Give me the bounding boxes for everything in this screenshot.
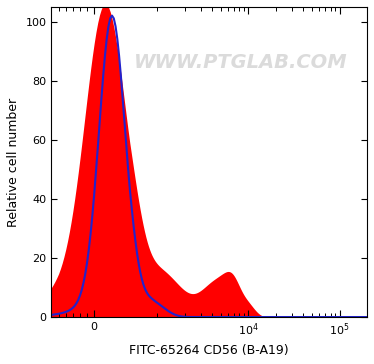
Y-axis label: Relative cell number: Relative cell number xyxy=(7,98,20,226)
Text: WWW.PTGLAB.COM: WWW.PTGLAB.COM xyxy=(134,53,347,72)
X-axis label: FITC-65264 CD56 (B-A19): FITC-65264 CD56 (B-A19) xyxy=(129,344,289,357)
